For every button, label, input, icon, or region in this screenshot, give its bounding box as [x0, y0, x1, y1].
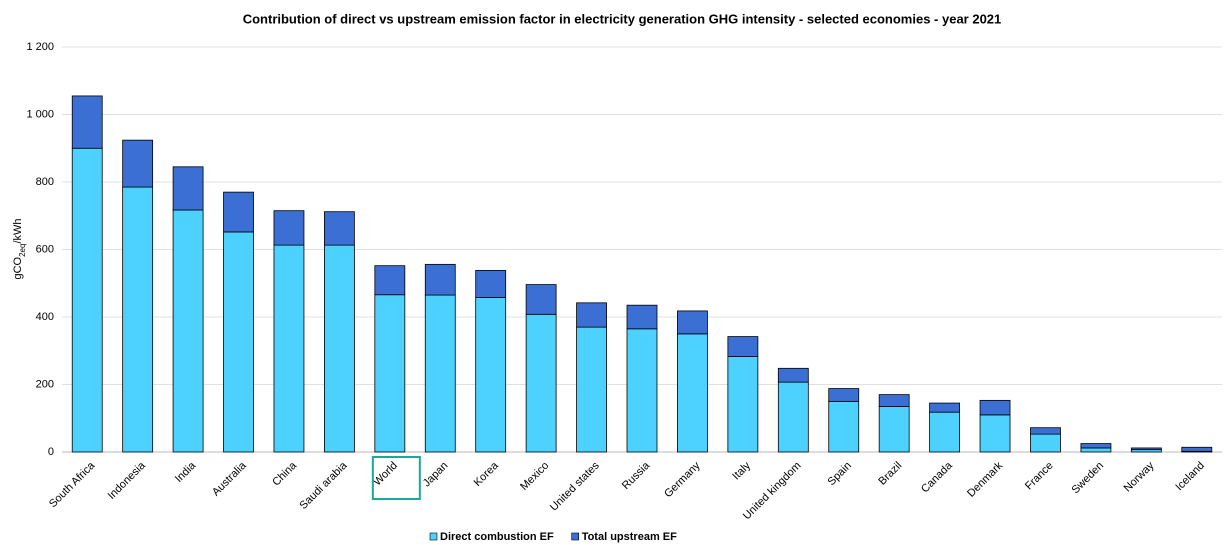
- bar-segment: [727, 336, 759, 357]
- y-tick-label: 400: [36, 311, 54, 323]
- x-tick-label: China: [270, 459, 299, 488]
- bar-segment: [172, 166, 204, 211]
- y-tick-label: 800: [36, 176, 54, 188]
- bar-segment: [525, 284, 557, 315]
- x-tick-label: Brazil: [876, 460, 904, 488]
- bar-segment: [273, 244, 305, 453]
- x-tick-label: Korea: [472, 459, 502, 489]
- legend-swatch: [571, 532, 579, 541]
- bar-segment: [1030, 433, 1061, 453]
- x-tick-label: Australia: [210, 459, 249, 498]
- bar-segment: [122, 186, 154, 453]
- legend: Direct combustion EF Total upstream EF: [429, 531, 677, 543]
- chart-title: Contribution of direct vs upstream emiss…: [243, 11, 1002, 26]
- bar-segment: [1080, 443, 1112, 449]
- legend-label: Total upstream EF: [582, 531, 677, 543]
- x-tick-label: France: [1023, 460, 1056, 493]
- bar-segment: [71, 147, 103, 453]
- x-tick-label: India: [173, 459, 199, 485]
- bar-segment: [1080, 447, 1112, 453]
- bar-segment: [878, 394, 910, 407]
- x-tick-label: Sweden: [1069, 460, 1106, 497]
- bar-segment: [777, 367, 809, 383]
- legend-swatch: [429, 532, 438, 541]
- bar-segment: [172, 209, 204, 453]
- bar-segment: [323, 211, 355, 246]
- x-tick-label: Saudi arabia: [297, 459, 350, 512]
- bar-segment: [1130, 447, 1162, 451]
- bar-segment: [677, 333, 708, 453]
- y-tick-label: 1 000: [26, 108, 54, 120]
- y-tick-label: 600: [36, 243, 54, 255]
- bar-segment: [677, 310, 708, 335]
- x-tick-label: South Africa: [47, 459, 98, 510]
- bar-segment: [1030, 427, 1061, 435]
- y-tick-label: 1 200: [26, 41, 54, 53]
- highlight-box: [371, 456, 421, 500]
- x-tick-label: Germany: [662, 459, 703, 500]
- bar-segment: [475, 297, 507, 453]
- bar-segment: [626, 304, 658, 330]
- x-tick-label: Spain: [826, 460, 854, 488]
- bar-segment: [1181, 446, 1213, 452]
- y-axis-label: gCO2eq/kWh: [12, 218, 27, 279]
- bar-segment: [223, 191, 254, 233]
- bar-segment: [475, 270, 507, 298]
- legend-label: Direct combustion EF: [440, 531, 554, 543]
- bar-segment: [323, 244, 355, 453]
- x-tick-label: Denmark: [965, 459, 1005, 499]
- bar-segment: [929, 411, 961, 453]
- bar-segment: [525, 313, 557, 453]
- bar-segment: [979, 399, 1011, 416]
- bar-segment: [727, 356, 759, 453]
- bar-segment: [828, 400, 860, 453]
- x-tick-label: World: [371, 460, 400, 489]
- bar-segment: [122, 139, 154, 188]
- bar-segment: [424, 294, 456, 453]
- bar-segment: [929, 402, 961, 413]
- bar-segment: [374, 294, 406, 453]
- bar-segment: [424, 263, 456, 296]
- x-tick-label: Italy: [730, 459, 753, 482]
- y-tick-label: 0: [48, 446, 54, 458]
- x-tick-label: Norway: [1122, 459, 1157, 494]
- bar-segment: [273, 210, 305, 246]
- bar-segment: [576, 326, 607, 453]
- x-tick-label: Russia: [620, 459, 653, 492]
- x-tick-label: Indonesia: [106, 459, 149, 502]
- bar-segment: [979, 414, 1011, 453]
- x-tick-label: Japan: [421, 460, 451, 490]
- y-tick-label: 200: [36, 378, 54, 390]
- bar-segment: [828, 388, 860, 402]
- bar-segment: [878, 406, 910, 453]
- bar-segment: [777, 381, 809, 453]
- bar-segment: [71, 95, 103, 149]
- x-tick-label: Mexico: [518, 460, 551, 493]
- bar-segment: [576, 302, 607, 328]
- bar-segment: [223, 231, 254, 453]
- x-tick-label: Canada: [919, 459, 955, 495]
- x-tick-label: United states: [548, 459, 602, 513]
- bar-segment: [374, 265, 406, 296]
- x-tick-label: Iceland: [1173, 460, 1207, 494]
- bar-segment: [626, 328, 658, 453]
